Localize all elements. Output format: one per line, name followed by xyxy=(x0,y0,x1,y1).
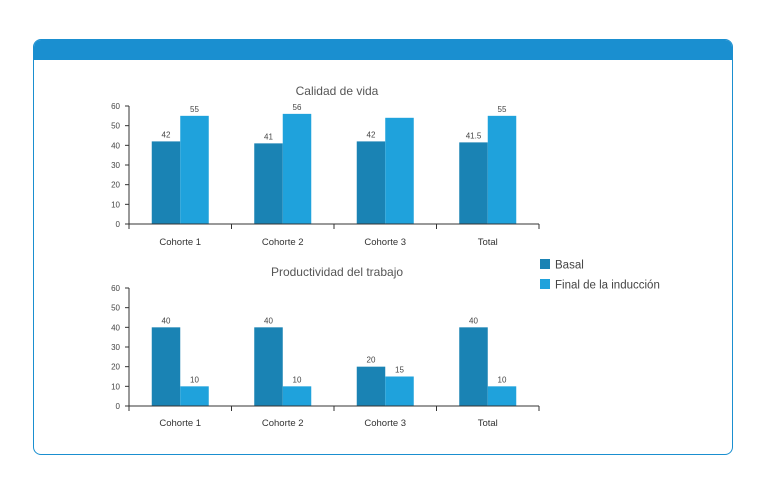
bar-final xyxy=(385,376,414,406)
y-tick-label: 10 xyxy=(111,200,120,209)
y-tick-label: 40 xyxy=(111,141,120,150)
legend-swatch-basal xyxy=(540,259,550,269)
data-label: 10 xyxy=(498,375,507,384)
x-tick-label: Total xyxy=(478,237,498,248)
bar-final xyxy=(487,386,517,406)
x-tick-label: Cohorte 1 xyxy=(159,418,201,429)
data-label: 41 xyxy=(264,132,273,141)
y-tick-label: 30 xyxy=(111,343,120,352)
bar-basal xyxy=(459,327,488,406)
chart-title: Calidad de vida xyxy=(296,84,379,98)
chart-title: Productividad del trabajo xyxy=(271,265,403,279)
bar-basal xyxy=(254,327,283,406)
x-tick-label: Cohorte 2 xyxy=(262,237,304,248)
data-label: 20 xyxy=(367,356,376,365)
data-label: 40 xyxy=(469,316,478,325)
y-tick-label: 40 xyxy=(111,323,120,332)
bar-final xyxy=(282,386,312,406)
x-tick-label: Total xyxy=(478,418,498,429)
bar-basal xyxy=(254,143,283,224)
bar-basal xyxy=(356,141,386,224)
y-tick-label: 50 xyxy=(111,304,120,313)
data-label: 42 xyxy=(162,130,171,139)
y-tick-label: 0 xyxy=(116,402,121,411)
bar-final xyxy=(282,113,312,224)
data-label: 55 xyxy=(190,105,199,114)
x-tick-label: Cohorte 2 xyxy=(262,418,304,429)
bar-final xyxy=(385,117,414,224)
x-tick-label: Cohorte 3 xyxy=(364,237,406,248)
bar-final xyxy=(180,115,209,224)
y-tick-label: 60 xyxy=(111,102,120,111)
x-tick-label: Cohorte 1 xyxy=(159,237,201,248)
data-label: 56 xyxy=(293,103,302,112)
y-tick-label: 0 xyxy=(116,220,121,229)
data-label: 10 xyxy=(293,375,302,384)
bar-basal xyxy=(356,366,386,406)
data-label: 42 xyxy=(367,130,376,139)
data-label: 40 xyxy=(162,316,171,325)
x-tick-label: Cohorte 3 xyxy=(364,418,406,429)
bar-final xyxy=(180,386,209,406)
legend-label-final: Final de la inducción xyxy=(555,280,660,292)
bar-final xyxy=(487,115,517,224)
data-label: 40 xyxy=(264,316,273,325)
y-tick-label: 50 xyxy=(111,122,120,131)
data-label: 41.5 xyxy=(466,131,482,140)
y-tick-label: 10 xyxy=(111,382,120,391)
data-label: 10 xyxy=(190,375,199,384)
bar-basal xyxy=(459,142,488,224)
legend-label-basal: Basal xyxy=(555,260,584,272)
bar-basal xyxy=(151,327,181,406)
data-label: 15 xyxy=(395,366,404,375)
y-tick-label: 20 xyxy=(111,181,120,190)
legend-swatch-final xyxy=(540,279,550,289)
y-tick-label: 60 xyxy=(111,284,120,293)
card-header-bar xyxy=(34,40,732,60)
data-label: 55 xyxy=(498,105,507,114)
y-tick-label: 30 xyxy=(111,161,120,170)
bar-basal xyxy=(151,141,181,224)
y-tick-label: 20 xyxy=(111,363,120,372)
